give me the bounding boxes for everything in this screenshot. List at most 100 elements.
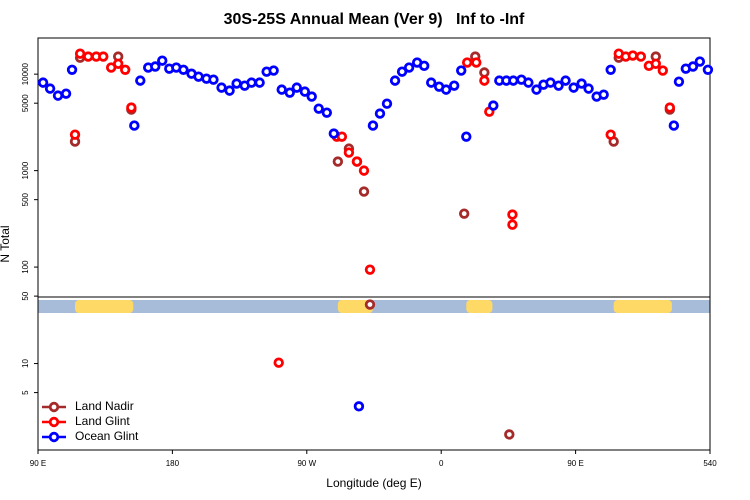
x-tick-label: 90 E: [30, 459, 46, 468]
data-point: [461, 131, 472, 142]
data-point: [74, 48, 86, 59]
data-point: [52, 90, 64, 101]
land-band: [337, 300, 373, 313]
data-point: [553, 80, 564, 91]
data-point: [694, 56, 706, 67]
data-point: [208, 74, 219, 85]
data-point: [306, 91, 317, 102]
data-point: [150, 61, 161, 72]
data-point: [507, 209, 518, 220]
data-point: [112, 58, 124, 70]
data-point: [461, 57, 473, 68]
data-point: [507, 219, 518, 230]
data-point: [299, 86, 311, 97]
data-point: [687, 61, 699, 72]
data-point: [353, 401, 365, 412]
data-point: [479, 67, 490, 78]
data-point: [576, 78, 587, 89]
data-point: [374, 108, 386, 119]
data-point: [291, 82, 302, 93]
data-point: [254, 77, 265, 88]
legend-label: Land Glint: [75, 414, 130, 428]
data-point: [367, 120, 379, 131]
data-point: [216, 82, 227, 93]
y-tick-label: 5000: [21, 94, 30, 112]
data-point: [456, 65, 467, 76]
land-band: [613, 300, 672, 313]
land-band: [75, 300, 134, 313]
data-point: [389, 75, 401, 86]
data-point: [157, 55, 168, 66]
data-point: [448, 80, 460, 91]
y-tick-label: 10: [21, 359, 30, 368]
data-point: [568, 82, 579, 93]
land-band: [466, 300, 493, 313]
data-point: [351, 156, 363, 167]
data-point: [336, 131, 348, 142]
y-tick-label: 500: [21, 192, 30, 206]
data-point: [488, 100, 499, 111]
legend-marker: [48, 401, 60, 413]
data-point: [425, 77, 437, 88]
y-tick-label: 100: [21, 260, 30, 274]
data-point: [231, 78, 242, 89]
data-point: [673, 76, 685, 87]
data-point: [135, 75, 146, 86]
data-point: [657, 65, 669, 76]
y-axis-label: N Total: [0, 225, 12, 262]
data-point: [332, 156, 344, 167]
x-tick-label: 540: [703, 459, 717, 468]
data-point: [635, 51, 647, 62]
legend-label: Ocean Glint: [75, 429, 139, 443]
data-point: [321, 107, 333, 118]
x-tick-label: 90 W: [297, 459, 316, 468]
data-point: [458, 208, 470, 219]
data-point: [313, 103, 324, 114]
x-axis-label: Longitude (deg E): [326, 476, 421, 490]
data-point: [69, 129, 81, 140]
data-point: [178, 64, 189, 75]
data-point: [650, 58, 661, 70]
data-point: [66, 64, 78, 75]
data-point: [664, 102, 676, 113]
data-point: [193, 71, 204, 82]
data-point: [418, 60, 430, 72]
legend-label: Land Nadir: [75, 399, 134, 413]
data-point: [82, 51, 94, 62]
data-point: [60, 88, 72, 99]
data-point: [126, 102, 137, 113]
data-point: [224, 85, 235, 96]
data-point: [479, 75, 490, 86]
data-point: [560, 75, 571, 86]
data-point: [605, 129, 616, 140]
data-point: [545, 77, 556, 88]
data-point: [668, 120, 680, 131]
data-point: [129, 120, 140, 131]
data-point: [702, 64, 714, 75]
x-tick-label: 90 E: [567, 459, 583, 468]
data-point: [246, 77, 257, 88]
y-tick-label: 10000: [21, 62, 30, 85]
data-point: [268, 65, 279, 76]
data-point: [44, 83, 56, 94]
data-point: [605, 64, 616, 75]
y-tick-label: 5: [21, 390, 30, 395]
data-point: [343, 147, 355, 158]
chart-title: 30S-25S Annual Mean (Ver 9) Inf to -Inf: [224, 11, 525, 28]
data-point: [531, 84, 542, 95]
data-point: [403, 62, 415, 73]
data-point: [504, 429, 515, 440]
data-point: [364, 264, 376, 275]
data-point: [508, 75, 519, 86]
data-point: [358, 165, 370, 176]
data-point: [381, 98, 393, 109]
data-point: [284, 87, 295, 98]
y-tick-label: 50: [21, 291, 30, 300]
data-point: [358, 186, 370, 197]
data-point: [37, 77, 49, 88]
data-point: [98, 51, 109, 62]
data-point: [583, 83, 594, 94]
data-point: [598, 89, 609, 100]
legend-marker: [48, 431, 60, 443]
